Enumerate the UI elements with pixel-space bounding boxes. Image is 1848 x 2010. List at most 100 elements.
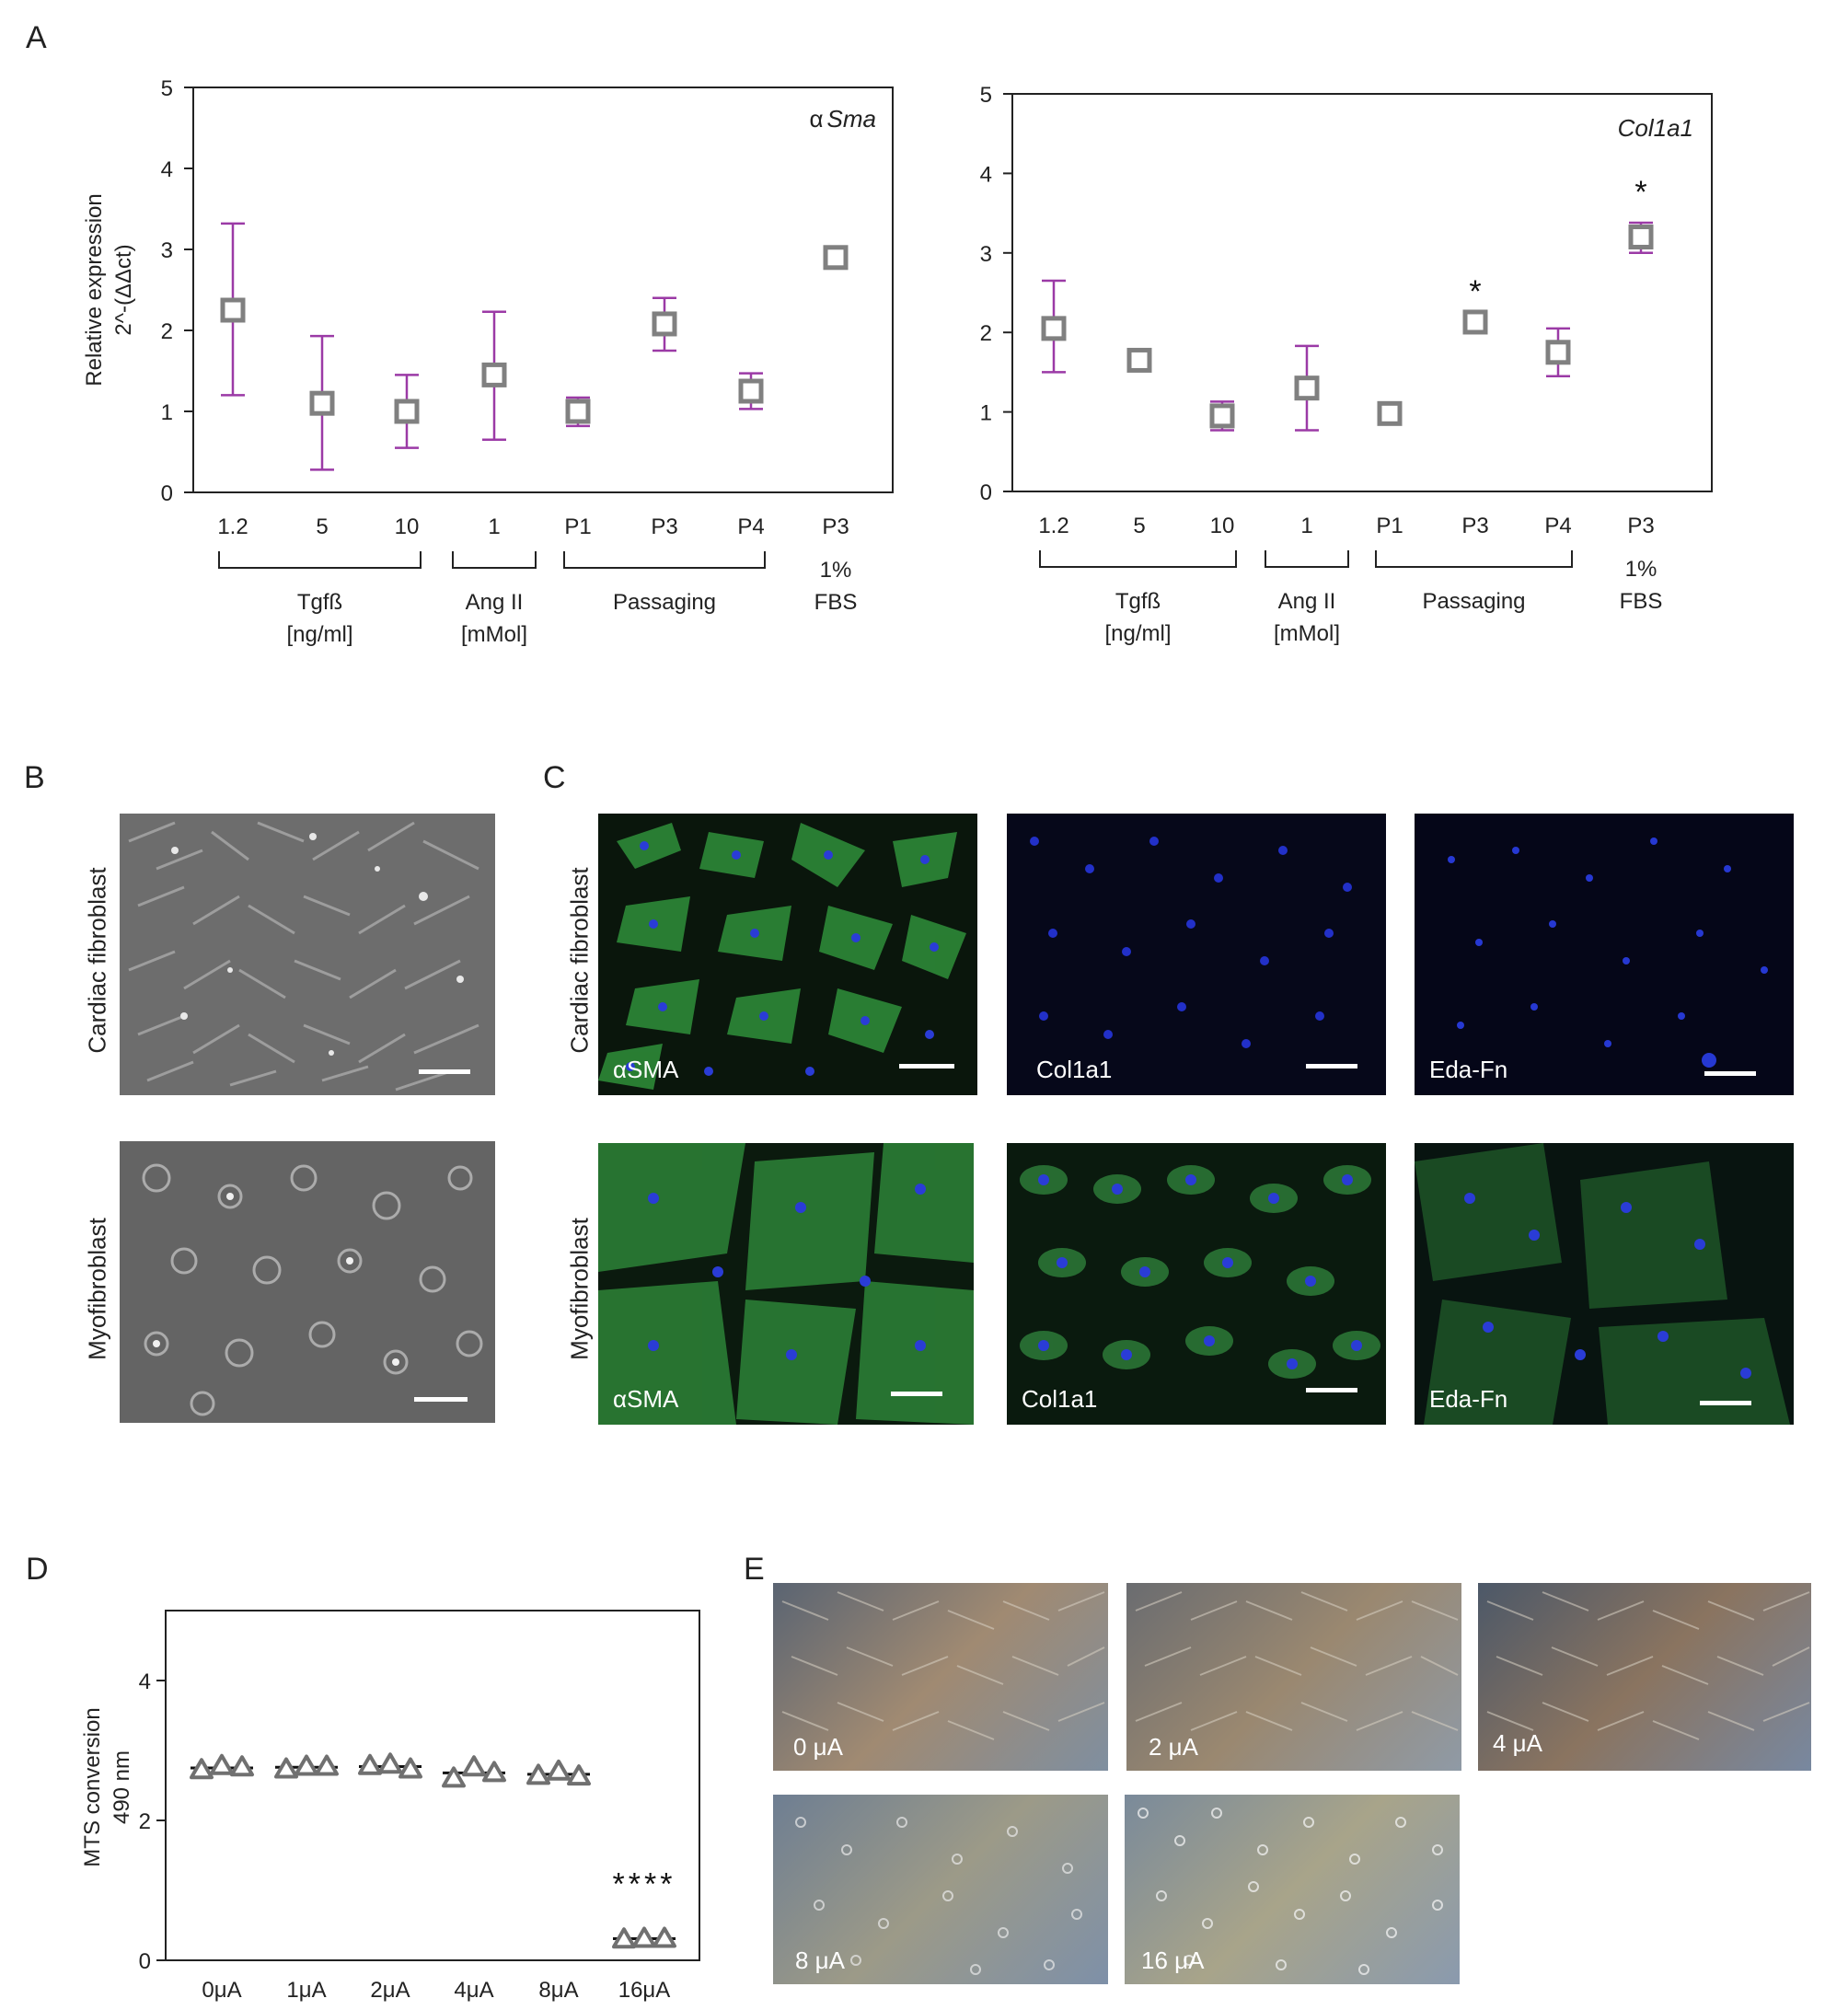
y-tick-label: 0	[980, 480, 992, 505]
stain-label: Eda-Fn	[1429, 1056, 1508, 1083]
group-label-line2: [mMol]	[1274, 621, 1340, 646]
y-tick-label: 5	[161, 76, 173, 101]
stain-label: Eda-Fn	[1429, 1385, 1508, 1413]
group-label-line2: [mMol]	[461, 622, 527, 647]
chart-mts: 0 2 4 **** 0μA 1μA 2μA 4μA 8μA 16μA MTS convers…	[80, 1610, 700, 2003]
data-point	[481, 362, 507, 387]
significance-marker: ****	[613, 1866, 676, 1901]
group-label: 1%	[1625, 557, 1657, 582]
chart-col1a1-title: Col1a1	[1618, 114, 1693, 142]
data-point	[547, 1759, 571, 1781]
data-point	[526, 1763, 550, 1785]
group-label: Ang II	[466, 590, 524, 615]
dose-label: 2 μA	[1149, 1733, 1199, 1761]
x-tick-label: 1	[488, 514, 500, 539]
data-point	[1377, 400, 1403, 426]
x-tick-label: 1.2	[217, 514, 248, 539]
x-tick-label: P3	[1627, 514, 1654, 538]
fluorescence-c-asma-cardiac: αSMA	[598, 814, 977, 1095]
data-point	[1628, 225, 1654, 250]
x-tick-label: P3	[1461, 514, 1488, 538]
panel-letter-e: E	[744, 1552, 765, 1587]
brightfield-e-0ua: 0 μA	[773, 1583, 1108, 1771]
panel-b-row-label-myo: Myofibroblast	[83, 1218, 111, 1360]
x-tick-label: 8μA	[538, 1978, 578, 2003]
data-point	[442, 1766, 466, 1788]
data-point	[1209, 403, 1235, 429]
stain-label: Col1a1	[1036, 1056, 1113, 1083]
x-tick-label: 1μA	[286, 1978, 326, 2003]
chart-a-sma-ylabel-2: 2^-(ΔΔct)	[111, 244, 136, 335]
data-point	[394, 399, 420, 424]
chart-col1a1: 0 1 2 3 4 5 * * 1.2 5 10 1 P1 P3 P4 P3 Tgfß [ng/ml] Ang…	[980, 83, 1713, 646]
x-tick-label: P1	[564, 514, 591, 539]
brightfield-image	[795, 1817, 1082, 1975]
y-tick-label: 1	[161, 400, 173, 425]
x-tick-label: 5	[1133, 514, 1145, 538]
dose-label: 16 μA	[1141, 1946, 1205, 1974]
data-point	[1462, 309, 1488, 335]
group-label: Tgfß	[297, 590, 342, 615]
brightfield-e-4ua: 4 μA	[1478, 1583, 1811, 1771]
panel-letter-b: B	[24, 760, 45, 795]
scale-bar	[1700, 1401, 1751, 1405]
scale-bar	[1306, 1388, 1357, 1392]
x-tick-label: 10	[1210, 514, 1235, 538]
x-tick-label: P1	[1376, 514, 1403, 538]
y-tick-label: 3	[980, 242, 992, 267]
data-point	[567, 1764, 591, 1786]
scale-bar	[414, 1397, 468, 1402]
x-tick-label: P4	[1544, 514, 1571, 538]
group-bracket	[218, 551, 422, 569]
data-point	[823, 245, 849, 271]
x-tick-label: 1.2	[1038, 514, 1068, 538]
panel-c-row-label-myo: Myofibroblast	[565, 1218, 594, 1360]
data-point	[309, 390, 335, 416]
chart-a-sma-ylabel: Relative expression	[82, 193, 107, 386]
data-point	[230, 1755, 254, 1777]
micrograph-b-cardiac	[120, 814, 495, 1095]
x-tick-label: 1	[1300, 514, 1312, 538]
scale-bar	[1306, 1064, 1357, 1069]
fluorescence-image	[598, 823, 966, 1090]
brightfield-image	[1486, 1591, 1810, 1740]
data-point	[652, 311, 677, 337]
x-tick-label: P3	[651, 514, 677, 539]
fluorescence-c-col1a1-myo: Col1a1	[1007, 1143, 1386, 1425]
scale-bar	[899, 1064, 954, 1069]
y-tick-label: 1	[980, 401, 992, 426]
fluorescence-c-col1a1-cardiac: Col1a1	[1007, 814, 1386, 1095]
stain-label: αSMA	[613, 1385, 679, 1413]
dose-label: 0 μA	[793, 1733, 844, 1761]
micrograph-b-myo	[120, 1141, 495, 1423]
y-tick-label: 5	[980, 83, 992, 108]
fluorescence-image	[1448, 838, 1768, 1068]
x-tick-label: P3	[822, 514, 849, 539]
group-bracket	[563, 551, 766, 569]
data-point	[315, 1754, 339, 1776]
brightfield-e-16ua: 16 μA	[1125, 1795, 1460, 1984]
data-point	[565, 399, 591, 424]
brightfield-e-8ua: 8 μA	[773, 1795, 1108, 1984]
chart-a-sma: 0 1 2 3 4 5 1.2 5 10 1 P1 P3 P4 P3 Tgfß [ng/ml] Ang II…	[82, 76, 894, 647]
data-point	[462, 1755, 486, 1777]
dose-label: 4 μA	[1493, 1729, 1543, 1757]
brightfield-image	[1135, 1591, 1459, 1731]
panel-b-row-label-cardiac: Cardiac fibroblast	[83, 867, 111, 1054]
fluorescence-image	[1030, 837, 1352, 1048]
brightfield-image	[781, 1591, 1105, 1740]
data-point	[1545, 340, 1571, 365]
data-point	[210, 1753, 234, 1775]
fluorescence-c-edafn-myo: Eda-Fn	[1415, 1143, 1794, 1425]
data-point	[398, 1757, 422, 1779]
group-label: Passaging	[613, 590, 716, 615]
group-label: Passaging	[1422, 589, 1525, 614]
data-point	[220, 297, 246, 323]
dose-label: 8 μA	[795, 1946, 846, 1974]
fluorescence-image	[598, 1143, 974, 1425]
panel-letter-d: D	[26, 1552, 49, 1587]
data-point	[482, 1761, 506, 1783]
data-point	[738, 378, 764, 404]
y-tick-label: 2	[161, 319, 173, 344]
stain-label: αSMA	[613, 1056, 679, 1083]
